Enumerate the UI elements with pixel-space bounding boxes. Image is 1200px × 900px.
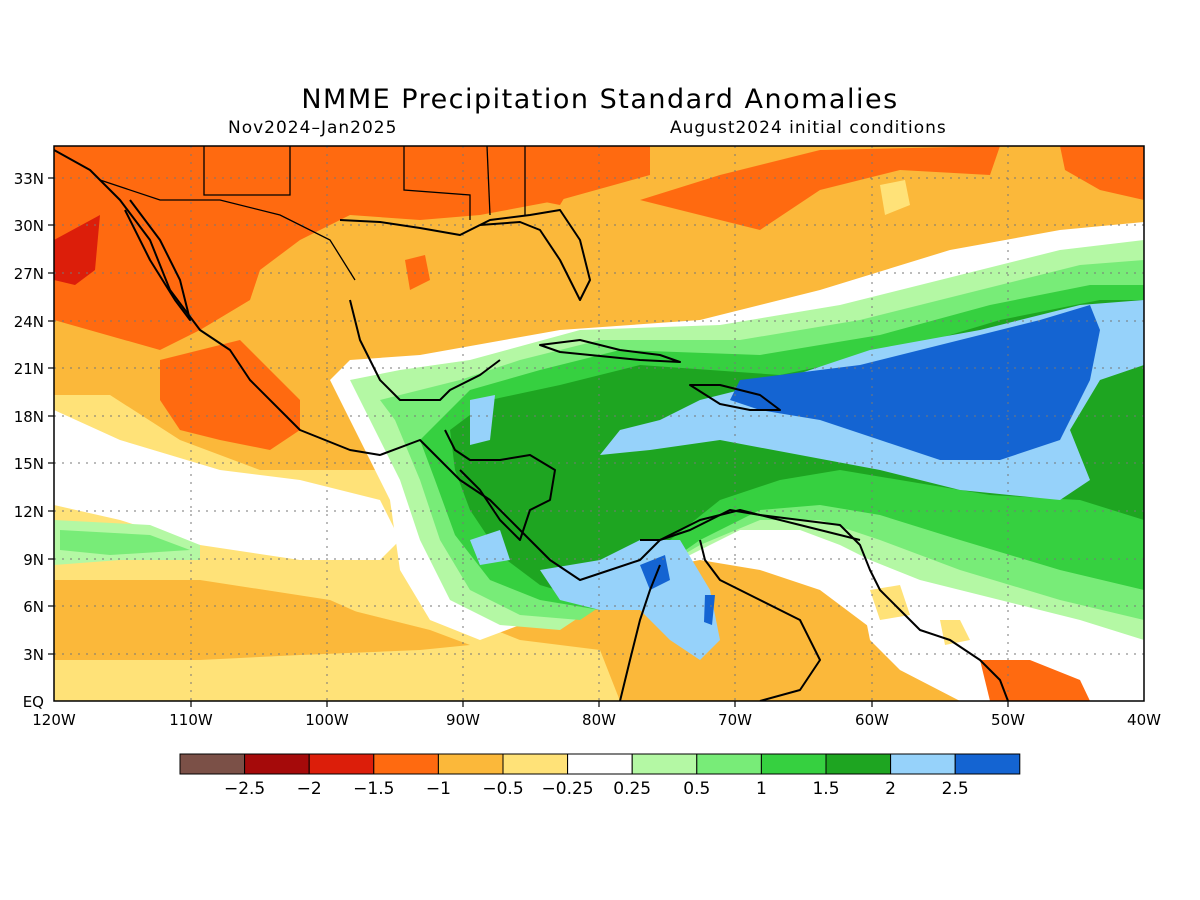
colorbar-label: 1: [756, 779, 767, 799]
anomaly-field: [54, 146, 1144, 701]
lat-label: 33N: [14, 170, 44, 188]
lat-label: 6N: [23, 598, 44, 616]
colorbar-swatch: [179, 753, 246, 775]
colorbar-swatch: [502, 753, 569, 775]
map-title: NMME Precipitation Standard Anomalies: [301, 84, 899, 115]
lon-label: 80W: [582, 711, 616, 729]
lat-label: 3N: [23, 646, 44, 664]
lon-axis-labels: 120W 110W 100W 90W 80W 70W 60W 50W 40W: [32, 711, 1161, 729]
lat-label: 9N: [23, 551, 44, 569]
lat-label: 15N: [14, 455, 44, 473]
colorbar-label: 0.25: [613, 779, 651, 799]
colorbar-swatch: [308, 753, 375, 775]
colorbar-swatch: [954, 753, 1021, 775]
colorbar-label: 2: [885, 779, 896, 799]
lat-axis-labels: EQ 3N 6N 9N 12N 15N 18N 21N 24N 27N 30N …: [14, 170, 44, 711]
colorbar-label: −0.5: [482, 779, 523, 799]
lon-label: 100W: [305, 711, 349, 729]
colorbar: −2.5 −2 −1.5 −1 −0.5 −0.25 0.25 0.5 1 1.5 2 2.5: [179, 753, 1021, 799]
lon-label: 110W: [169, 711, 213, 729]
lon-label: 70W: [718, 711, 752, 729]
lon-label: 60W: [855, 711, 889, 729]
lat-label: 27N: [14, 265, 44, 283]
colorbar-swatch: [437, 753, 504, 775]
lon-label: 90W: [446, 711, 480, 729]
lat-label: 12N: [14, 503, 44, 521]
colorbar-label: 2.5: [942, 779, 969, 799]
forecast-period: Nov2024–Jan2025: [228, 118, 398, 138]
axis-ticks: [48, 177, 1009, 707]
colorbar-label: −2.5: [224, 779, 265, 799]
political-borders: [99, 146, 526, 281]
colorbar-label: −1.5: [353, 779, 394, 799]
colorbar-swatch: [244, 753, 310, 775]
colorbar-label: −0.25: [542, 779, 594, 799]
colorbar-label: 0.5: [683, 779, 710, 799]
colorbar-label: −1: [426, 779, 451, 799]
lat-label: 24N: [14, 313, 44, 331]
colorbar-swatch: [567, 753, 633, 775]
colorbar-swatch: [696, 753, 762, 775]
lat-label: 30N: [14, 217, 44, 235]
colorbar-swatch: [825, 753, 892, 775]
colorbar-swatch: [760, 753, 827, 775]
lat-label: 18N: [14, 408, 44, 426]
coastlines: [54, 149, 1009, 701]
colorbar-swatch: [890, 753, 956, 775]
colorbar-swatch: [373, 753, 439, 775]
graticule: [54, 146, 1144, 701]
colorbar-label: 1.5: [812, 779, 839, 799]
lon-label: 120W: [32, 711, 76, 729]
initial-conditions: August2024 initial conditions: [670, 118, 947, 138]
lat-label: EQ: [23, 693, 44, 711]
lat-label: 21N: [14, 360, 44, 378]
colorbar-label: −2: [297, 779, 322, 799]
lon-label: 50W: [991, 711, 1025, 729]
lon-label: 40W: [1127, 711, 1161, 729]
colorbar-swatch: [631, 753, 698, 775]
